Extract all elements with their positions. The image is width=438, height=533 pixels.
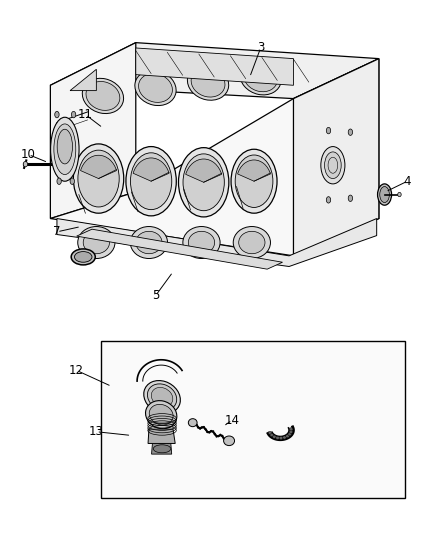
Ellipse shape [78,227,115,259]
Ellipse shape [235,155,273,207]
Wedge shape [238,160,270,181]
Ellipse shape [348,129,353,135]
Ellipse shape [145,401,177,429]
Ellipse shape [136,231,162,254]
Ellipse shape [70,178,74,184]
Text: 11: 11 [78,108,93,121]
Text: 4: 4 [403,175,411,188]
Ellipse shape [78,150,119,207]
Ellipse shape [233,227,270,259]
Text: 3: 3 [257,42,264,54]
Ellipse shape [187,65,229,100]
Wedge shape [186,159,222,182]
Ellipse shape [83,231,110,254]
Ellipse shape [183,154,224,211]
Polygon shape [148,429,175,443]
Ellipse shape [148,384,177,410]
Polygon shape [136,48,293,85]
Text: 5: 5 [152,289,159,302]
Ellipse shape [191,68,225,97]
Ellipse shape [326,197,331,203]
Ellipse shape [57,130,73,164]
Ellipse shape [286,434,289,438]
Ellipse shape [131,153,172,209]
Ellipse shape [188,419,197,426]
Ellipse shape [231,149,277,213]
Wedge shape [81,155,117,179]
Bar [101,341,405,498]
Ellipse shape [398,192,401,197]
Ellipse shape [325,152,341,179]
Polygon shape [152,443,172,454]
Ellipse shape [183,227,220,259]
Ellipse shape [326,127,331,134]
Ellipse shape [82,78,124,114]
Ellipse shape [378,184,392,205]
Ellipse shape [272,435,276,439]
Polygon shape [50,43,136,219]
Text: 14: 14 [225,414,240,426]
Ellipse shape [50,117,79,181]
Ellipse shape [131,227,168,259]
Ellipse shape [283,436,286,439]
Polygon shape [70,69,96,91]
Ellipse shape [73,144,124,213]
Ellipse shape [135,70,176,106]
Ellipse shape [288,433,291,436]
Ellipse shape [86,82,120,110]
Ellipse shape [23,161,28,167]
Ellipse shape [380,187,389,203]
Ellipse shape [179,148,229,217]
Wedge shape [133,158,169,181]
Ellipse shape [290,427,293,431]
Polygon shape [50,59,379,256]
Ellipse shape [71,249,95,265]
Ellipse shape [151,387,173,407]
Ellipse shape [224,436,235,446]
Ellipse shape [149,405,173,425]
Text: 13: 13 [89,425,104,438]
Ellipse shape [239,231,265,254]
Ellipse shape [153,445,171,453]
Ellipse shape [240,60,281,95]
Ellipse shape [144,381,180,414]
Text: 10: 10 [21,148,36,161]
Ellipse shape [138,74,173,102]
Ellipse shape [321,147,345,184]
Ellipse shape [270,433,273,437]
Ellipse shape [74,252,92,262]
Ellipse shape [54,124,76,175]
Ellipse shape [55,111,59,118]
Polygon shape [57,219,377,266]
Ellipse shape [268,431,272,434]
Ellipse shape [244,63,278,92]
Ellipse shape [279,437,283,440]
Polygon shape [293,59,379,256]
Ellipse shape [71,111,76,118]
Ellipse shape [57,178,61,184]
Ellipse shape [126,147,176,216]
Text: 12: 12 [69,364,84,377]
Ellipse shape [289,430,293,433]
Polygon shape [77,229,283,269]
Ellipse shape [188,231,215,254]
Polygon shape [50,43,379,99]
Ellipse shape [276,437,279,440]
Ellipse shape [348,195,353,201]
Text: 7: 7 [53,225,61,238]
